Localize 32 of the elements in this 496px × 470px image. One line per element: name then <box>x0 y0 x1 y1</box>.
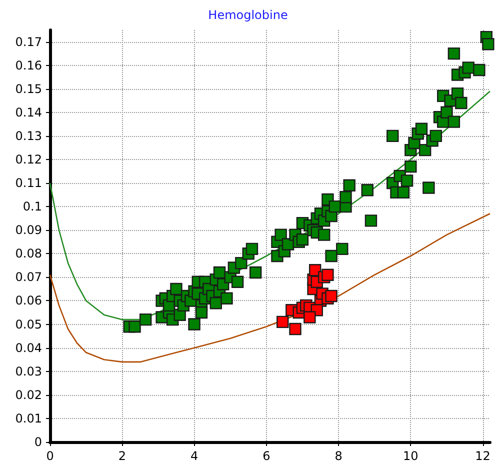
y-tick-label: 0.04 <box>15 340 42 355</box>
x-tick-label: 8 <box>334 449 342 463</box>
x-tick-label: 0 <box>46 449 54 463</box>
point <box>325 290 338 302</box>
y-tick-label: 0.06 <box>15 294 42 308</box>
point <box>322 268 334 281</box>
y-tick-label: 0.12 <box>15 152 42 166</box>
x-tick-label: 12 <box>475 449 490 463</box>
y-tick-label: 0.14 <box>15 105 42 120</box>
x-tick-label: 10 <box>403 449 418 463</box>
y-tick-label: 0.16 <box>15 58 42 72</box>
y-tick-label: 0.09 <box>15 223 42 238</box>
x-tick-label: 6 <box>262 449 270 463</box>
y-tick-label: 0.03 <box>15 364 42 378</box>
y-tick-label: 0.13 <box>15 128 42 143</box>
y-tick-label: 0.1 <box>22 200 42 214</box>
point <box>289 322 302 336</box>
y-tick-label: 0.05 <box>15 317 42 332</box>
chart-title: Hemoglobine <box>208 8 288 22</box>
y-tick-label: 0.08 <box>15 246 42 261</box>
line-series <box>49 212 491 363</box>
y-tick-label: 0.15 <box>15 82 42 96</box>
y-tick-label: 0.07 <box>15 270 42 284</box>
point <box>304 311 316 324</box>
x-tick-label: 4 <box>190 449 198 463</box>
y-tick-label: 0 <box>34 435 42 449</box>
y-tick-label: 0.11 <box>15 176 42 190</box>
point <box>276 316 289 328</box>
y-tick-label: 0.02 <box>15 388 42 402</box>
x-tick-label: 2 <box>118 449 126 463</box>
y-tick-label: 0.17 <box>15 34 42 49</box>
y-tick-label: 0.01 <box>15 411 42 426</box>
